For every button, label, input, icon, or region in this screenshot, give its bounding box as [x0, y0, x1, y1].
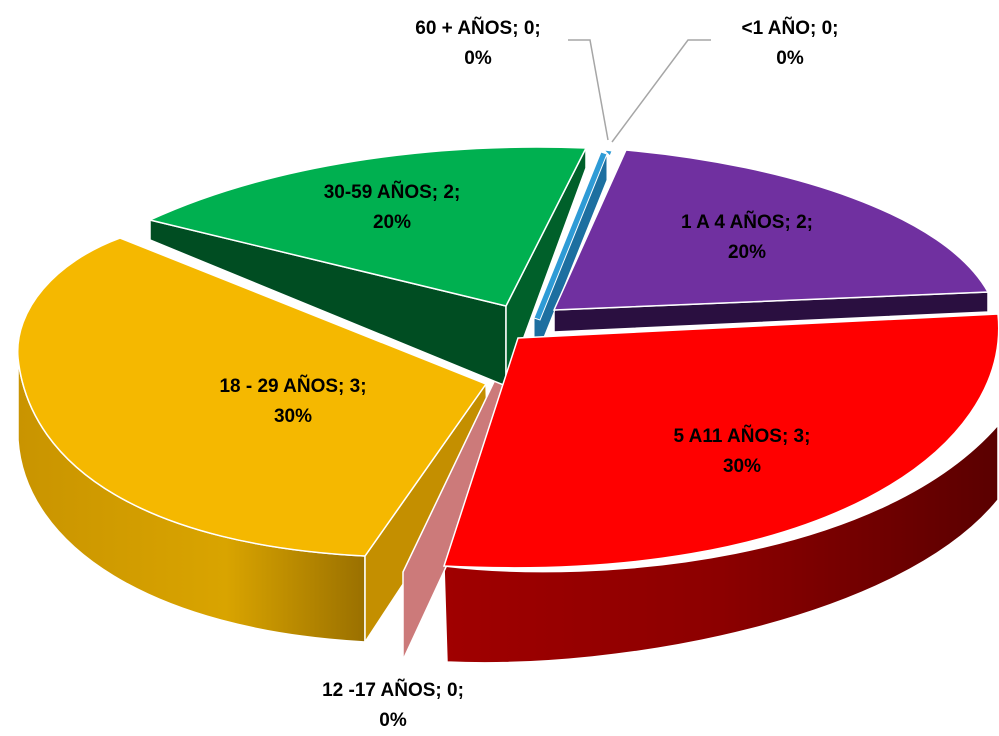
data-label-12-17-anos: 12 -17 AÑOS; 0; 0% — [322, 680, 464, 731]
slice-5-a11-anos[interactable] — [442, 313, 999, 569]
slice-1-a-4-anos[interactable] — [552, 149, 990, 311]
data-label-30-59-anos: 30-59 AÑOS; 2; 20% — [323, 182, 461, 233]
data-label-1-a-4-anos: 1 A 4 AÑOS; 2; 20% — [681, 212, 813, 263]
data-label-lt1-ano: <1 AÑO; 0; 0% — [741, 18, 839, 69]
slice-18-29-anos[interactable] — [17, 237, 488, 557]
pie-top-faces — [17, 146, 999, 569]
leader-line-lt1-ano — [611, 39, 711, 143]
pie-side-walls — [17, 147, 999, 664]
leader-lines — [568, 39, 711, 143]
leader-line-60-plus-anos — [568, 39, 609, 141]
slice-side-5-a11-anos — [443, 423, 999, 664]
data-label-5-a11-anos: 5 A11 AÑOS; 3; 30% — [673, 426, 811, 477]
slice-30-59-anos[interactable] — [147, 146, 588, 307]
data-label-18-29-anos: 18 - 29 AÑOS; 3; 30% — [219, 376, 367, 427]
data-label-60-plus-anos: 60 + AÑOS; 0; 0% — [415, 18, 541, 69]
slice-60-plus-anos[interactable] — [602, 149, 613, 157]
slice-lt1-ano[interactable] — [533, 151, 608, 321]
